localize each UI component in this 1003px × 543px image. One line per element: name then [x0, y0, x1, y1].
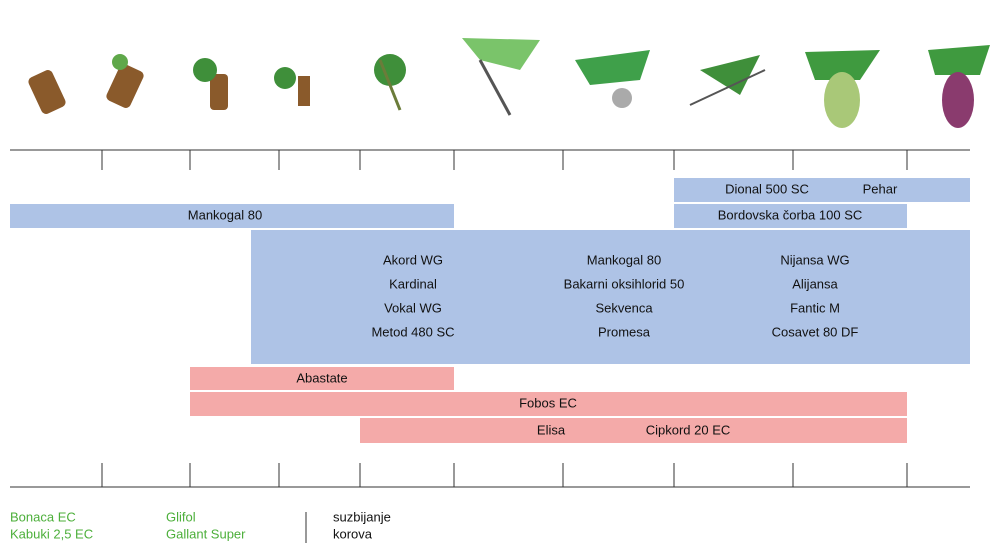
label: Bakarni oksihlorid 50 [564, 276, 685, 291]
label: Cipkord 20 EC [646, 422, 731, 437]
label: Mankogal 80 [188, 207, 262, 222]
herbicide: Bonaca EC [10, 509, 76, 524]
bar [10, 204, 454, 228]
label: Metod 480 SC [371, 324, 454, 339]
label: Cosavet 80 DF [772, 324, 859, 339]
label: Elisa [537, 422, 566, 437]
bar [251, 230, 970, 364]
label: Fobos EC [519, 395, 577, 410]
growth-stage-icons [28, 38, 990, 128]
herbicide: Gallant Super [166, 526, 246, 541]
label: Akord WG [383, 252, 443, 267]
label: Abastate [296, 370, 347, 385]
label: Promesa [598, 324, 651, 339]
label: Nijansa WG [780, 252, 849, 267]
bar [190, 367, 454, 390]
herbicide: Kabuki 2,5 EC [10, 526, 93, 541]
herbicide: Glifol [166, 509, 196, 524]
bar [674, 178, 970, 202]
timeline-ticks [101, 463, 908, 487]
label: Fantic M [790, 300, 840, 315]
bar [190, 392, 907, 416]
label: Dional 500 SC [725, 181, 809, 196]
label: Sekvenca [595, 300, 653, 315]
label: Vokal WG [384, 300, 442, 315]
note: korova [333, 526, 373, 541]
timeline-ticks [101, 150, 908, 170]
fungicide-list: Akord WG Kardinal Vokal WG Metod 480 SC Mank… [371, 252, 858, 339]
label: Alijansa [792, 276, 838, 291]
label: Mankogal 80 [587, 252, 661, 267]
bar [674, 204, 907, 228]
bar [360, 418, 907, 443]
label: Pehar [863, 181, 898, 196]
label: Bordovska čorba 100 SC [718, 207, 863, 222]
note: suzbijanje [333, 509, 391, 524]
label: Kardinal [389, 276, 437, 291]
